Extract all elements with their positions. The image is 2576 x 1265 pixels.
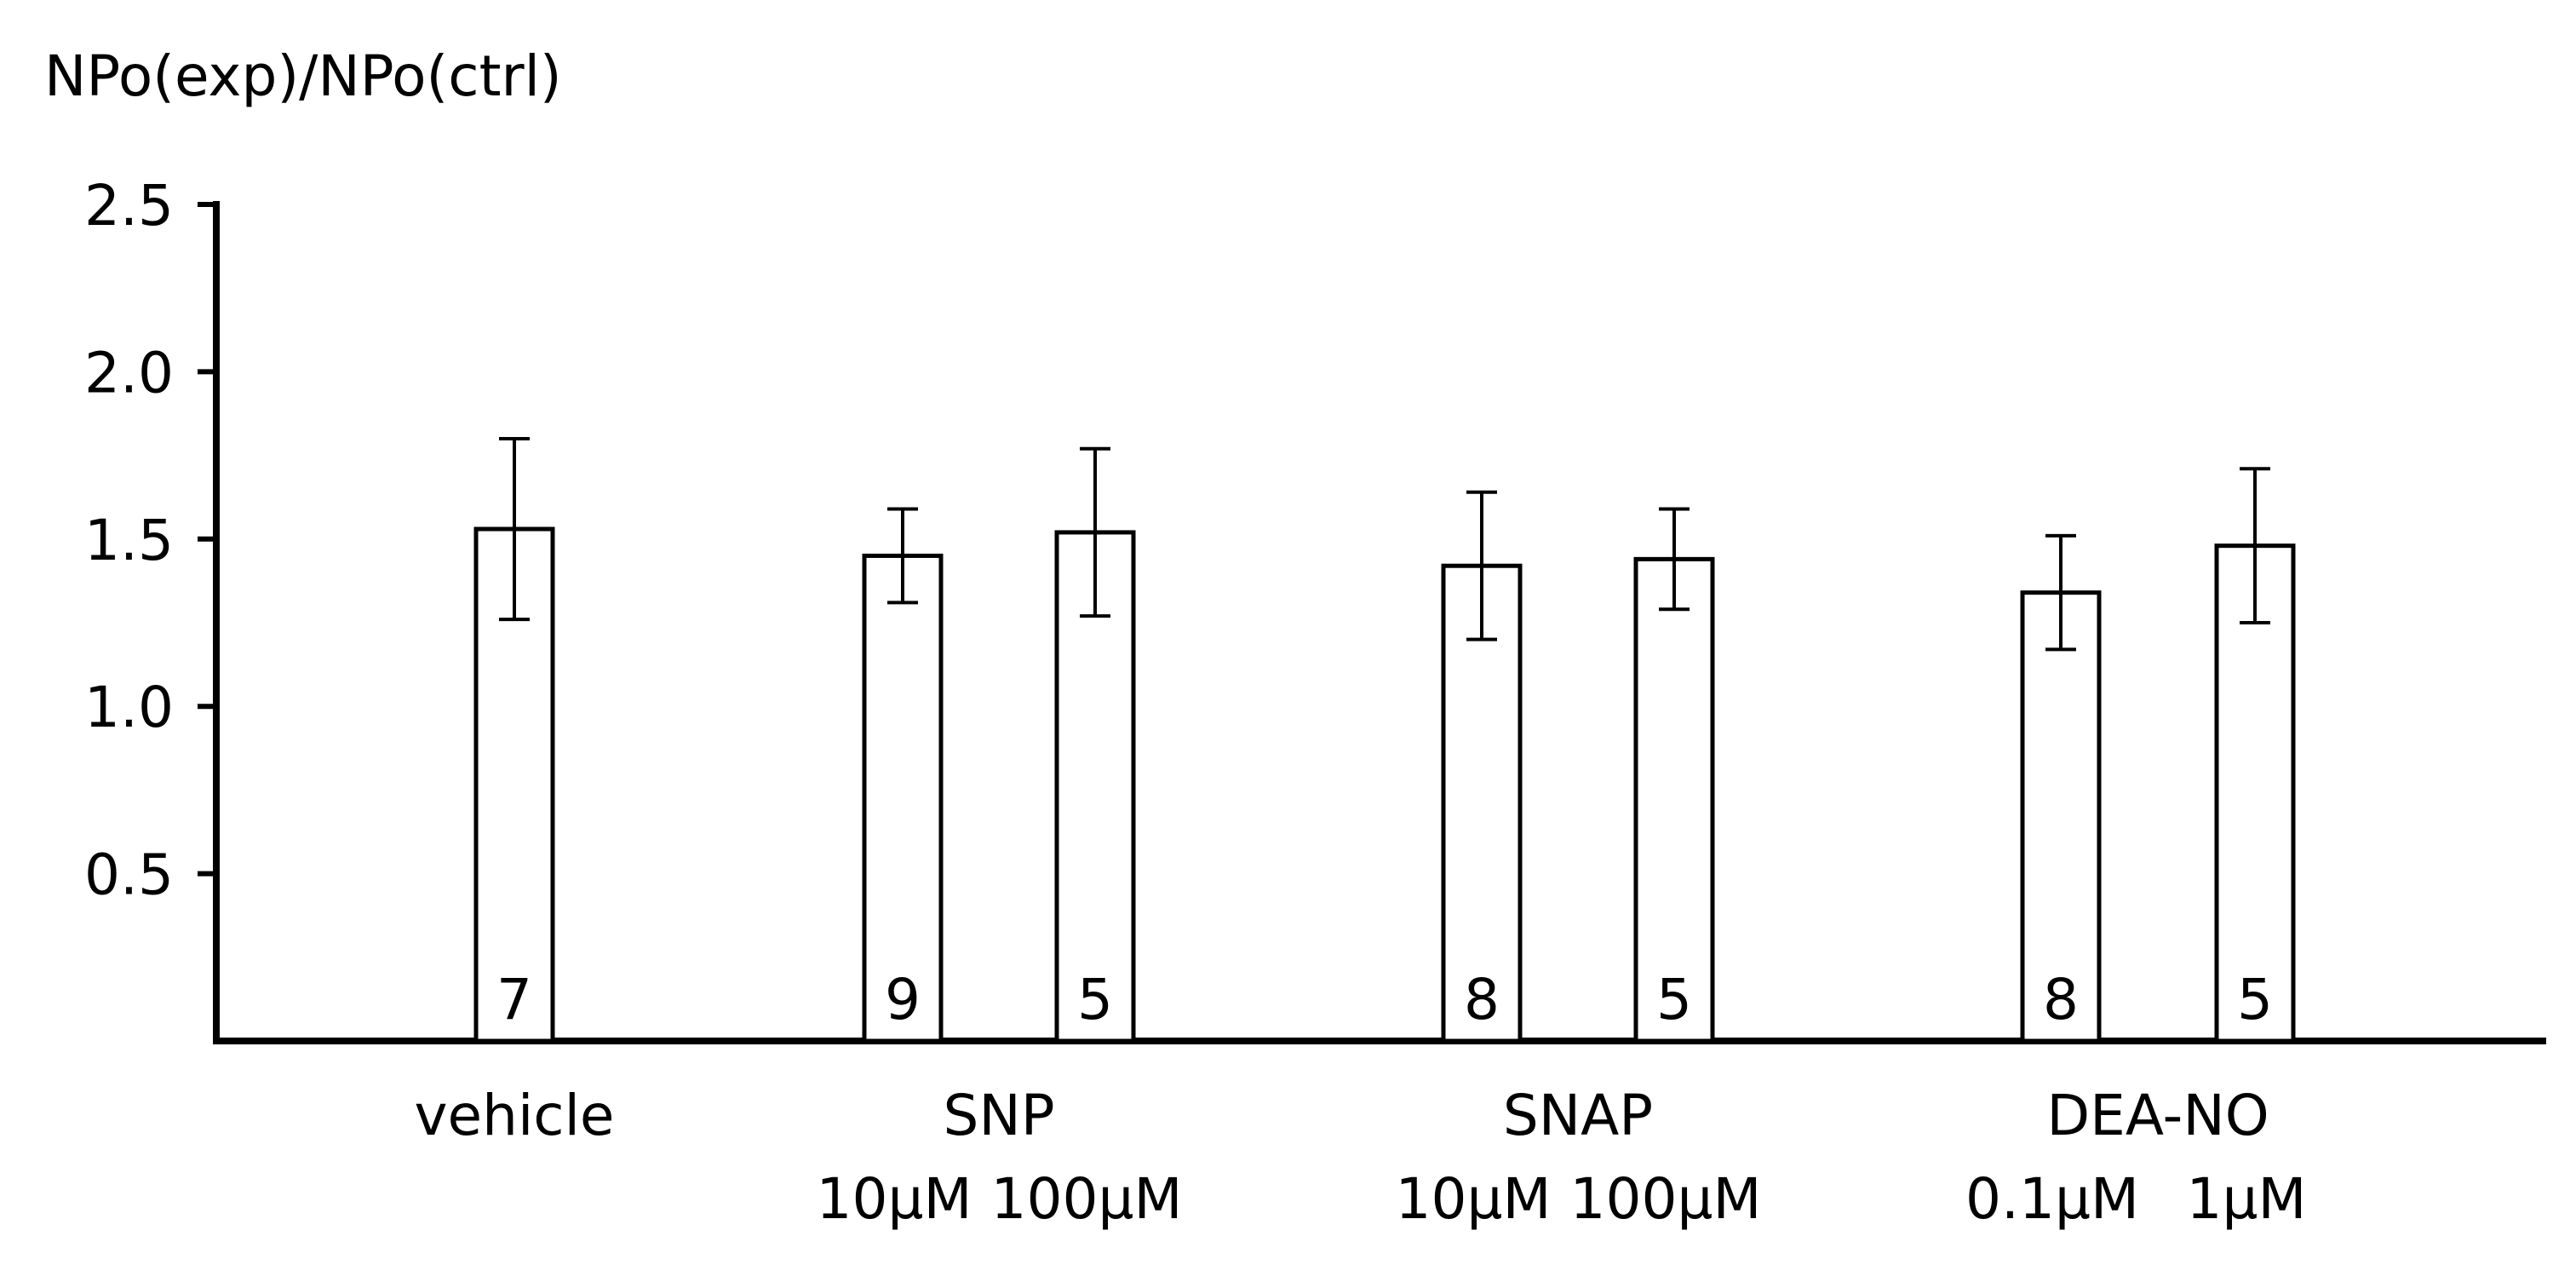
y-axis-title: NPo(exp)/NPo(ctrl)	[44, 43, 562, 109]
y-tick-label: 2.5	[84, 173, 174, 239]
category-label: SNP	[943, 1083, 1054, 1148]
bar	[2020, 590, 2102, 1044]
concentration-label: 1μM	[2187, 1166, 2307, 1232]
axes: 0.5 1.0 1.5 2.0 2.5	[84, 173, 2546, 1044]
y-tick-label: 1.0	[84, 675, 174, 740]
bar-n-label: 9	[885, 967, 921, 1032]
bar-n-label: 5	[1077, 967, 1113, 1032]
bar-n-label: 8	[2043, 967, 2079, 1032]
bar-n-label: 8	[1464, 967, 1500, 1032]
y-tick-label: 1.5	[84, 508, 174, 573]
bar-n-label: 5	[1656, 967, 1692, 1032]
bar-n-label: 5	[2237, 967, 2273, 1032]
category-label: DEA-NO	[2046, 1083, 2269, 1148]
bar	[1441, 563, 1523, 1044]
category-labels: vehicle SNP SNAP DEA-NO 10μM 100μM 10μM 100μM 0.…	[414, 1083, 2306, 1232]
category-label: vehicle	[414, 1083, 614, 1148]
y-tick-label: 2.0	[84, 340, 174, 405]
concentration-label: 100μM	[1570, 1166, 1762, 1232]
concentration-label: 10μM	[1396, 1166, 1552, 1232]
concentration-label: 10μM	[817, 1166, 972, 1232]
concentration-label: 0.1μM	[1965, 1166, 2139, 1232]
bars: 7 9 5 8 5 8 5	[473, 436, 2296, 1044]
bar	[2214, 543, 2296, 1044]
y-tick-label: 0.5	[84, 842, 174, 908]
bar-n-label: 7	[496, 967, 532, 1032]
bar	[1633, 556, 1715, 1044]
concentration-label: 100μM	[991, 1166, 1183, 1232]
category-label: SNAP	[1503, 1083, 1653, 1148]
